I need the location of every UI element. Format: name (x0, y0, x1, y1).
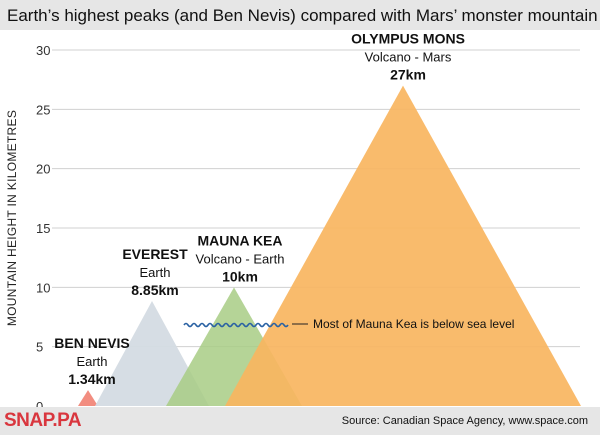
y-tick-label-20: 20 (36, 162, 50, 177)
peak-location-ben-nevis: Earth (76, 354, 107, 369)
y-axis-label: MOUNTAIN HEIGHT IN KILOMETRES (5, 109, 19, 326)
sea-level-wave-icon (183, 322, 289, 328)
peak-value-ben-nevis: 1.34km (68, 371, 115, 387)
source-credit: Source: Canadian Space Agency, www.space… (341, 415, 588, 427)
y-tick-label-30: 30 (36, 43, 50, 58)
peak-location-everest: Earth (139, 265, 170, 280)
peak-value-everest: 8.85km (131, 282, 178, 298)
mountain-chart: 0 5 10 15 20 25 30 BEN NEVIS Earth 1.34km EVEREST… (36, 31, 581, 407)
peak-name-mauna-kea: MAUNA KEA (197, 232, 282, 248)
y-tick-label-15: 15 (36, 221, 50, 236)
annotation-text: Most of Mauna Kea is below sea level (313, 317, 514, 331)
peak-value-olympus-mons: 27km (390, 67, 426, 83)
y-tick-label-5: 5 (36, 340, 43, 355)
peak-name-ben-nevis: BEN NEVIS (54, 335, 129, 351)
y-tick-label-10: 10 (36, 280, 50, 295)
annotation-layer: Most of Mauna Kea is below sea level (183, 317, 514, 331)
chart-title: Earth’s highest peaks (and Ben Nevis) co… (7, 6, 598, 25)
title-bar: Earth’s highest peaks (and Ben Nevis) co… (0, 0, 600, 30)
y-tick-layer: 0 5 10 15 20 25 30 (36, 43, 50, 407)
peak-value-mauna-kea: 10km (222, 268, 258, 284)
peak-location-olympus-mons: Volcano - Mars (365, 50, 452, 65)
peak-location-mauna-kea: Volcano - Earth (196, 251, 285, 266)
brand-logo: SNAP.PA (4, 410, 82, 431)
peak-everest (95, 300, 209, 406)
peak-layer (78, 85, 581, 406)
y-tick-label-25: 25 (36, 102, 50, 117)
peak-olympus-mons (225, 85, 581, 406)
peak-name-everest: EVEREST (122, 246, 188, 262)
y-axis-label-wrap: MOUNTAIN HEIGHT IN KILOMETRES (2, 109, 22, 326)
peak-ben-nevis (78, 390, 98, 406)
peak-label-layer: BEN NEVIS Earth 1.34km EVEREST Earth 8.85km MA… (54, 31, 465, 387)
peak-name-olympus-mons: OLYMPUS MONS (351, 31, 465, 47)
footer-bar: SNAP.PA Source: Canadian Space Agency, w… (0, 407, 600, 435)
y-tick-label-0: 0 (36, 399, 43, 407)
